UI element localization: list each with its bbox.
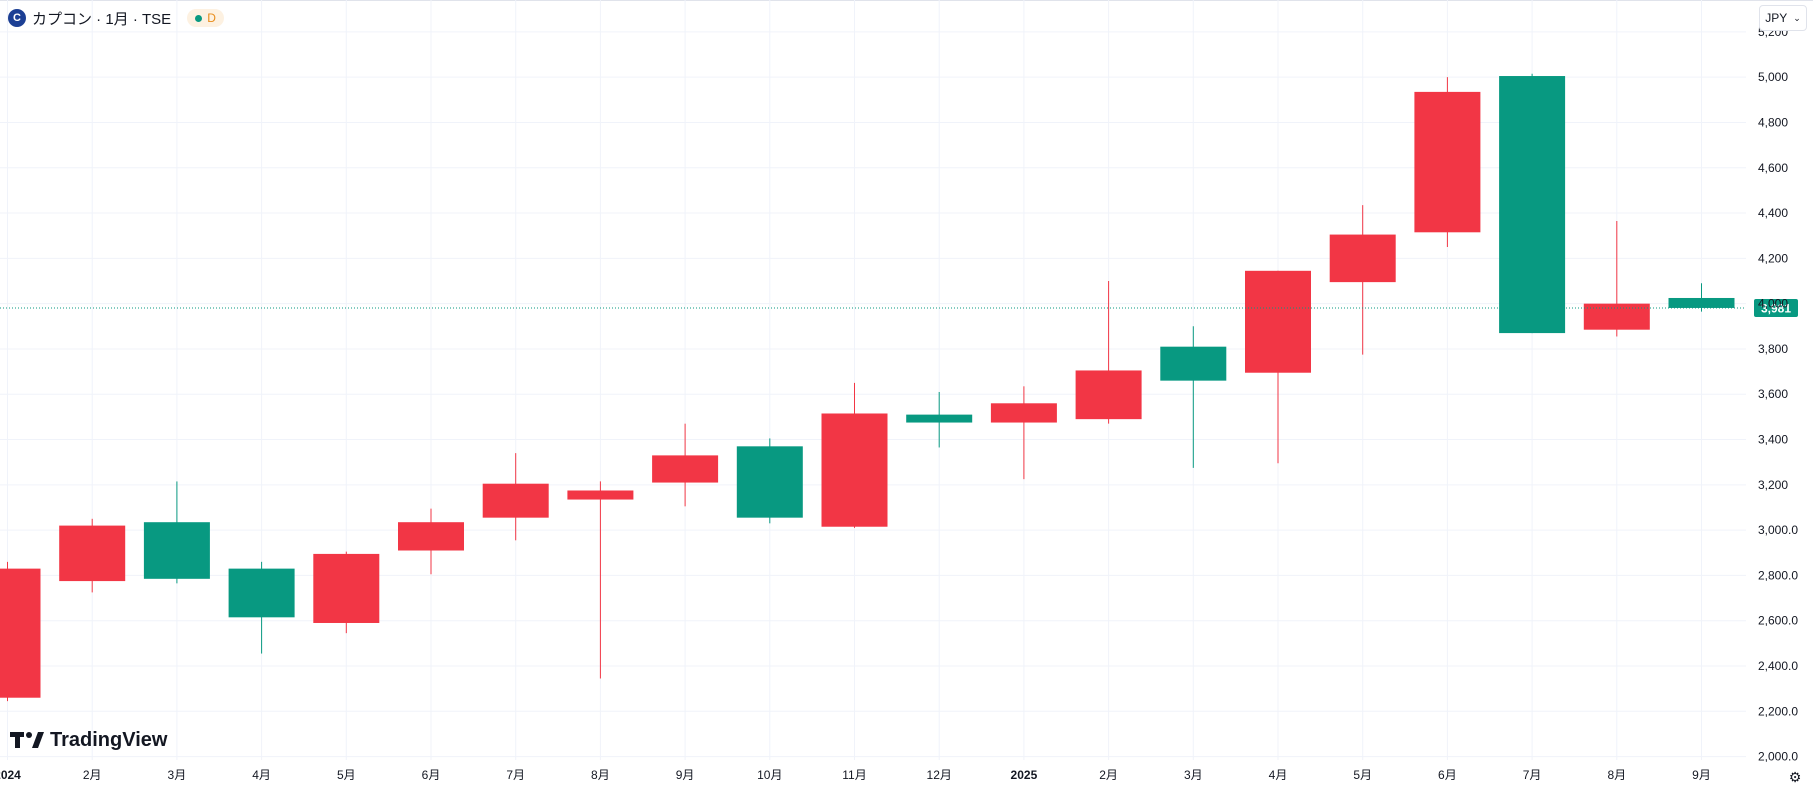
y-tick-label: 2,000.0 [1758,750,1798,764]
x-tick-label: 6月 [1438,768,1457,782]
x-tick-label: 9月 [1692,768,1711,782]
candle-body [398,522,464,551]
candle-body [1075,370,1142,420]
x-tick-label: 2月 [83,768,102,782]
candle-body [1414,91,1481,233]
candle[interactable] [398,508,464,575]
candles [0,73,1735,702]
x-tick-label: 5月 [1353,768,1372,782]
candle[interactable] [652,423,719,507]
y-tick-label: 2,600.0 [1758,614,1798,628]
y-tick-label: 2,200.0 [1758,704,1798,718]
candle-body [313,553,380,623]
price-axis[interactable]: 2,000.0 2,200.0 2,400.0 2,600.0 2,800.0 3,000… [1758,25,1798,764]
symbol-title: カプコン · 1月 · TSE [32,10,172,28]
candle-body [990,403,1057,423]
y-tick-label: 3,400 [1758,433,1788,447]
candle-body [0,568,41,698]
candle-body [482,483,549,518]
candle[interactable] [990,386,1057,480]
candle[interactable] [1414,77,1481,248]
candle[interactable] [1075,280,1142,424]
chevron-down-icon: ⌄ [1793,12,1801,23]
y-tick-label: 5,000 [1758,70,1788,84]
x-tick-label: 4月 [252,768,271,782]
symbol-legend[interactable]: C カプコン · 1月 · TSE D [8,8,224,28]
x-tick-label: 8月 [1607,768,1626,782]
tradingview-mark-icon [10,732,44,748]
candle[interactable] [482,453,549,541]
x-tick-label: 9月 [676,768,695,782]
candle-body [143,522,210,579]
candle-body [1329,234,1396,283]
currency-label: JPY [1765,11,1788,25]
y-tick-label: 4,200 [1758,251,1788,265]
candle-body [59,525,126,582]
y-tick-label: 3,200 [1758,478,1788,492]
x-tick-label: 3月 [168,768,187,782]
y-tick-label: 4,800 [1758,115,1788,129]
x-tick-label: 3月 [1184,768,1203,782]
time-axis[interactable]: 2024 2月 3月 4月 5月 6月 7月 8月 9月 10月 11月 12月 2025 2月 3月 4月 5… [0,768,1711,782]
candle[interactable] [736,438,803,524]
market-status-badge[interactable]: D [187,9,224,27]
gear-icon[interactable]: ⚙ [1788,769,1802,785]
candle[interactable] [1329,205,1396,355]
x-tick-label: 2024 [0,768,21,782]
candle-body [736,446,803,518]
x-tick-label: 6月 [422,768,441,782]
candle-body [1160,346,1227,381]
candle-body [1499,76,1566,334]
candle[interactable] [1499,73,1566,334]
y-tick-label: 3,000.0 [1758,523,1798,537]
candle[interactable] [59,518,126,593]
status-dot-icon [195,14,203,22]
x-tick-label: 11月 [842,768,866,782]
x-tick-label: 7月 [1523,768,1542,782]
y-tick-label: 2,400.0 [1758,659,1798,673]
x-tick-label: 10月 [757,768,782,782]
last-price-line: 3,981 [0,298,1798,317]
status-label: D [207,11,216,25]
x-tick-label: 12月 [927,768,952,782]
x-tick-label: 2月 [1099,768,1118,782]
last-price-label: 3,981 [1761,301,1791,315]
candle[interactable] [1583,220,1650,337]
candle-body [906,414,973,423]
x-tick-label: 5月 [337,768,356,782]
candle-body [1668,297,1735,308]
candle[interactable] [821,382,888,528]
candle[interactable] [0,561,41,702]
y-tick-label: 4,000 [1758,297,1788,311]
candle-body [652,455,719,483]
candle[interactable] [313,551,380,634]
candle-body [567,490,634,500]
candle[interactable] [567,481,634,679]
candle[interactable] [1668,283,1735,312]
candle[interactable] [228,561,295,654]
currency-selector[interactable]: JPY ⌄ [1759,5,1807,31]
x-tick-label: 4月 [1269,768,1288,782]
x-tick-label: 8月 [591,768,610,782]
brand-name: TradingView [50,728,168,751]
y-tick-label: 3,800 [1758,342,1788,356]
x-tick-label: 2025 [1011,768,1038,782]
y-tick-label: 3,600 [1758,387,1788,401]
x-tick-label: 7月 [506,768,525,782]
tradingview-logo[interactable]: TradingView [10,728,167,752]
candle[interactable] [1160,326,1227,468]
y-tick-label: 2,800.0 [1758,568,1798,582]
candle[interactable] [906,391,973,448]
candle[interactable] [143,481,210,584]
last-price-badge [1754,298,1798,317]
y-tick-label: 4,400 [1758,206,1788,220]
candle-body [228,568,295,618]
company-logo-icon: C [8,9,26,27]
y-tick-label: 4,600 [1758,161,1788,175]
candle-body [1245,270,1311,373]
candle[interactable] [1245,270,1311,464]
candle-body [821,413,888,527]
